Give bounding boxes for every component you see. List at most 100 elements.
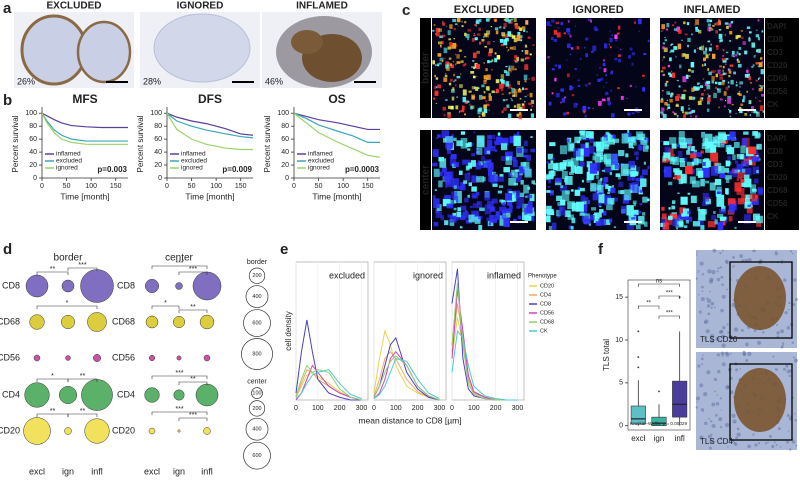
cell <box>502 211 511 218</box>
cell <box>532 218 535 222</box>
cell <box>669 51 671 53</box>
cell <box>530 108 532 112</box>
cell <box>662 213 667 220</box>
cell <box>693 49 696 53</box>
cell <box>445 64 449 69</box>
cell <box>676 26 681 32</box>
y-tick-label: 20 <box>29 162 37 169</box>
cell <box>686 161 695 167</box>
cell <box>438 180 443 188</box>
cell <box>758 76 761 79</box>
tissue-dot <box>711 423 716 429</box>
cell <box>450 44 453 49</box>
tissue-dot <box>696 401 698 403</box>
size-legend-label: 400 <box>252 427 261 433</box>
cell <box>618 181 624 188</box>
cell <box>670 43 674 45</box>
bubble <box>61 279 75 293</box>
cell <box>462 211 469 219</box>
cell <box>501 210 505 214</box>
tissue-dot <box>733 327 739 332</box>
cell <box>718 18 720 21</box>
cell <box>569 53 572 55</box>
legend-label: CK <box>540 328 548 334</box>
cell <box>556 209 561 217</box>
cell <box>644 221 648 227</box>
cell <box>598 193 605 204</box>
cell <box>721 73 724 76</box>
cell <box>724 167 730 173</box>
cell <box>685 220 689 224</box>
cell <box>620 190 625 195</box>
cell <box>678 137 686 145</box>
cell <box>449 24 453 29</box>
tissue-dot <box>695 396 700 401</box>
cell <box>472 203 479 208</box>
cell <box>513 59 518 62</box>
row-label: center <box>421 165 432 195</box>
cell <box>661 97 663 101</box>
cell <box>486 30 491 35</box>
tissue-dot <box>711 270 716 275</box>
cell <box>434 74 436 78</box>
cell <box>712 24 715 27</box>
significance-bracket <box>178 309 208 313</box>
cell <box>483 62 485 64</box>
tissue-dot <box>747 444 752 449</box>
row-label: border <box>421 52 432 84</box>
percent-label: 46% <box>265 76 283 86</box>
cell <box>614 57 618 61</box>
cell <box>748 159 753 165</box>
significance-bracket <box>36 271 69 275</box>
cell <box>478 94 483 100</box>
cell <box>500 43 504 47</box>
cell <box>707 101 710 105</box>
cell <box>563 32 566 35</box>
cell <box>662 74 664 76</box>
cell <box>678 214 683 219</box>
tissue-dot <box>697 269 700 272</box>
cell <box>601 98 606 102</box>
cell <box>505 208 513 213</box>
cell <box>727 98 731 104</box>
cell <box>461 25 464 28</box>
cell <box>567 20 570 23</box>
cell <box>637 144 643 151</box>
cell <box>453 73 456 77</box>
cell <box>677 192 680 195</box>
tissue-dot <box>699 435 704 440</box>
cell <box>513 18 517 23</box>
cell <box>712 141 720 148</box>
cell <box>488 169 493 176</box>
cell <box>686 74 688 77</box>
group-label: infl <box>91 466 103 476</box>
bubble <box>148 427 156 435</box>
cell <box>491 90 495 94</box>
x-tick-label: 100 <box>390 405 402 412</box>
cell <box>450 64 454 69</box>
cell <box>442 22 445 26</box>
cell <box>752 166 759 175</box>
cell <box>516 103 521 110</box>
cell <box>476 176 485 183</box>
tissue-dot <box>714 413 718 417</box>
tissue <box>291 30 323 54</box>
survival-curve <box>166 112 254 136</box>
cell <box>453 207 457 211</box>
cell <box>584 46 586 49</box>
cell <box>664 102 668 106</box>
tissue-dot <box>744 258 748 263</box>
cell <box>728 23 732 28</box>
cell <box>505 156 512 166</box>
cell <box>703 50 707 55</box>
cell <box>510 18 514 21</box>
cell <box>441 60 444 62</box>
tissue-dot <box>725 422 730 428</box>
cell <box>711 215 717 220</box>
cell <box>456 140 463 147</box>
tissue-dot <box>719 436 723 440</box>
y-tick-label: 0 <box>619 423 623 430</box>
cell <box>713 92 717 99</box>
cell <box>500 143 508 151</box>
cell <box>505 156 510 161</box>
